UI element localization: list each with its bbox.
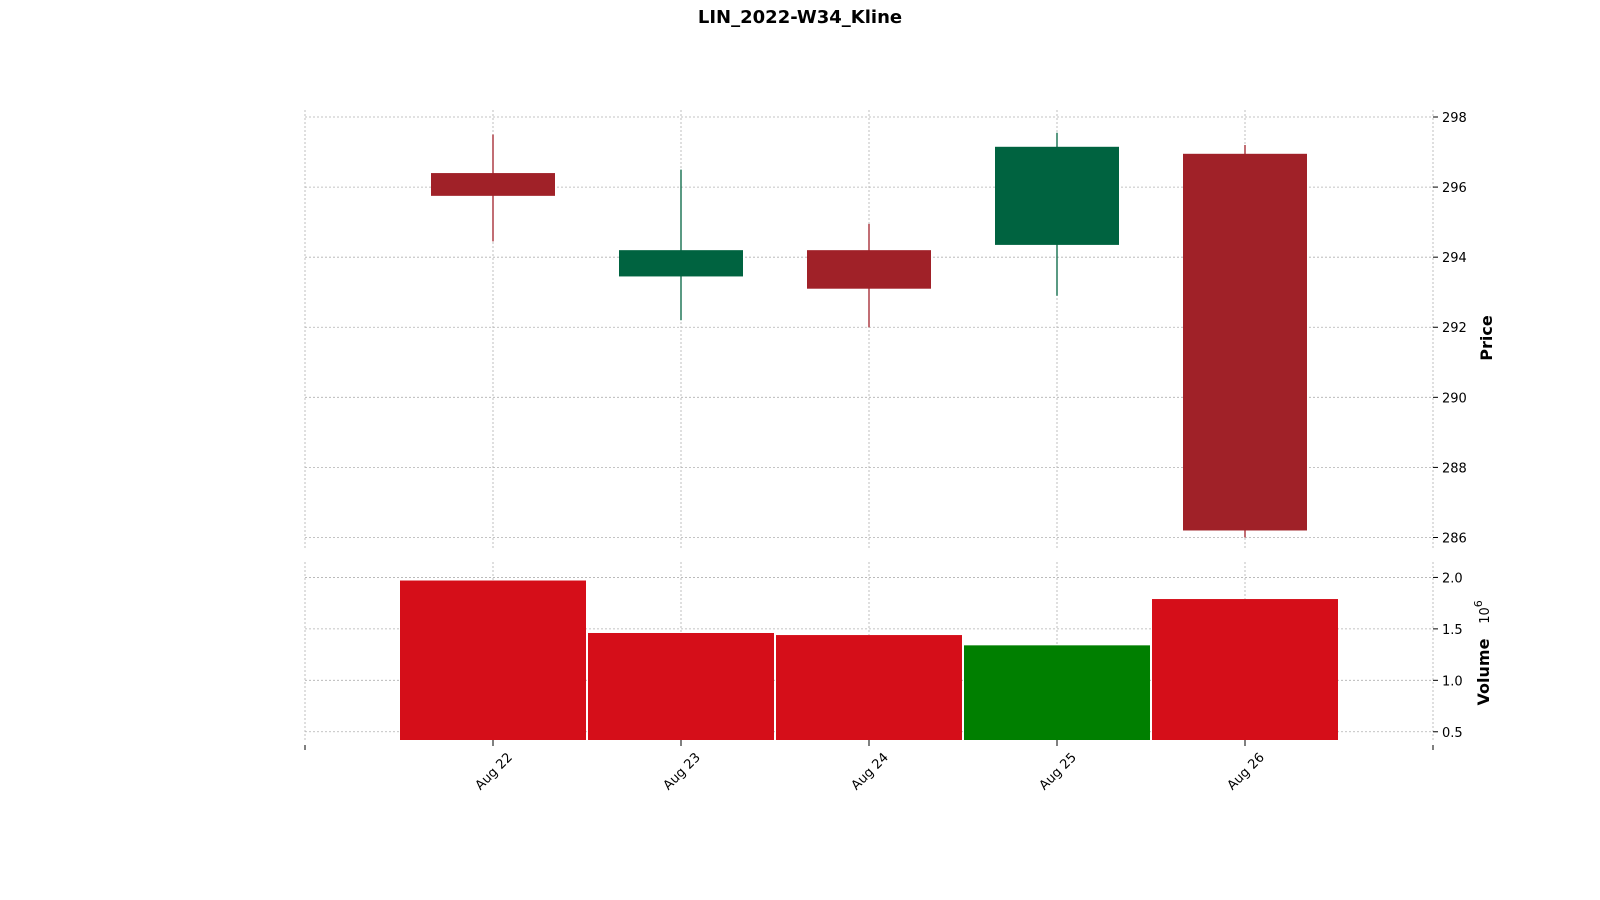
price-tick-label-0: 286 — [1442, 531, 1467, 546]
volume-bar-0 — [400, 580, 586, 740]
chart-title: LIN_2022-W34_Kline — [698, 7, 902, 28]
price-tick-label-2: 290 — [1442, 391, 1467, 406]
volume-panel: 0.5 1.0 1.5 2.0 — [304, 562, 1463, 741]
price-tick-label-3: 292 — [1442, 321, 1467, 336]
svg-text:106: 106 — [1472, 600, 1493, 624]
candle-body-2 — [807, 250, 931, 289]
volume-exponent-power: 6 — [1472, 600, 1485, 607]
volume-bar-2 — [776, 635, 962, 740]
x-axis: Aug 22 Aug 23 Aug 24 Aug 25 Aug 26 — [304, 740, 1434, 793]
x-tick-label-3: Aug 25 — [1037, 750, 1080, 793]
price-tick-label-5: 296 — [1442, 181, 1467, 196]
volume-exponent-base: 10 — [1478, 607, 1493, 624]
volume-bar-1 — [588, 632, 774, 740]
candle-body-4 — [1183, 153, 1307, 531]
volume-tick-label-3: 2.0 — [1442, 571, 1463, 586]
volume-bar-3 — [964, 645, 1150, 740]
price-tick-label-1: 288 — [1442, 461, 1467, 476]
volume-axis-label: Volume — [1474, 638, 1493, 705]
x-tick-label-1: Aug 23 — [661, 750, 704, 793]
price-tick-label-6: 298 — [1442, 111, 1467, 126]
volume-exponent: 106 — [1472, 600, 1493, 624]
price-tick-label-4: 294 — [1442, 251, 1467, 266]
candle-body-3 — [995, 146, 1119, 245]
volume-tick-label-2: 1.5 — [1442, 623, 1463, 638]
candle-body-0 — [431, 173, 555, 196]
candle-body-1 — [619, 250, 743, 277]
x-tick-label-0: Aug 22 — [473, 750, 516, 793]
x-tick-label-4: Aug 26 — [1225, 750, 1268, 793]
price-panel: 286 288 290 292 294 296 298 — [304, 110, 1467, 548]
volume-bar-4 — [1152, 599, 1338, 740]
volume-tick-label-0: 0.5 — [1442, 726, 1463, 741]
x-tick-label-2: Aug 24 — [849, 750, 892, 793]
price-axis-label: Price — [1477, 315, 1496, 361]
volume-tick-label-1: 1.0 — [1442, 674, 1463, 689]
